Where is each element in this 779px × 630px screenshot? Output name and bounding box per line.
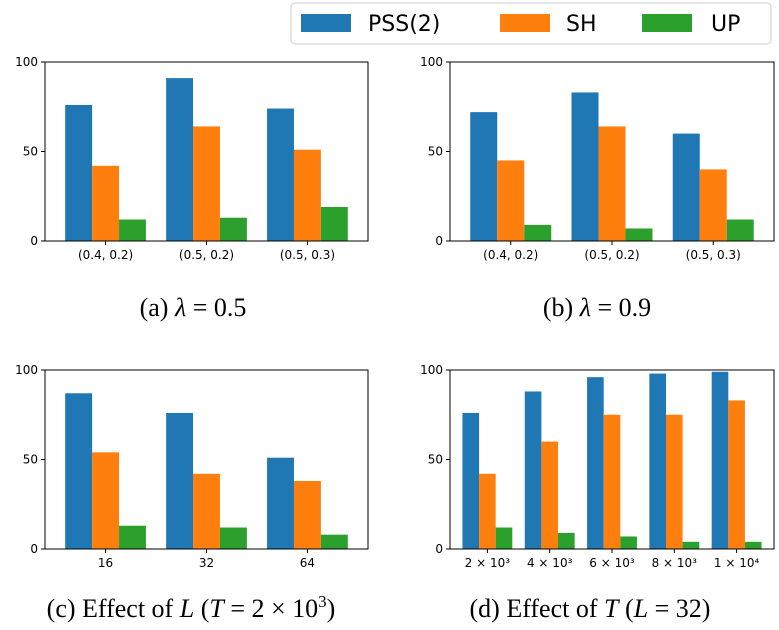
bar-a-pss2-1 — [166, 78, 194, 241]
bar-d-pss2-4 — [711, 371, 729, 549]
bar-a-up-1 — [219, 217, 247, 241]
ytick-label-d-0: 0 — [435, 542, 443, 556]
caption-a: (a) λ = 0.5 — [140, 293, 247, 322]
ytick-label-c-0: 0 — [30, 542, 38, 556]
ytick-label-d-2: 100 — [420, 363, 443, 377]
bar-d-sh-2 — [603, 414, 621, 549]
bar-b-sh-1 — [598, 126, 626, 241]
xtick-label-d-0: 2 × 10³ — [465, 556, 511, 570]
bar-b-pss2-2 — [672, 133, 700, 241]
ytick-label-a-2: 100 — [15, 55, 38, 69]
bar-c-sh-0 — [92, 452, 120, 549]
xtick-label-d-3: 8 × 10³ — [652, 556, 698, 570]
bar-d-sh-1 — [541, 441, 558, 549]
ytick-label-a-0: 0 — [30, 234, 38, 248]
legend-label-sh: SH — [566, 12, 597, 37]
xtick-label-d-2: 6 × 10³ — [589, 556, 635, 570]
ytick-label-a-1: 50 — [23, 145, 38, 159]
xtick-label-b-2: (0.5, 0.3) — [686, 248, 741, 262]
bar-a-sh-2 — [293, 149, 321, 241]
bar-b-sh-0 — [497, 160, 525, 241]
bar-d-up-3 — [682, 541, 700, 549]
bar-d-pss2-0 — [462, 412, 480, 549]
bar-b-up-2 — [726, 219, 754, 241]
bar-b-up-0 — [524, 224, 552, 241]
panel-d: 0 50 100 2 × 10³ 4 × 10³ 6 × 10³ 8 × 10³ 1 × 10… — [420, 363, 775, 570]
bar-c-sh-2 — [293, 480, 321, 549]
bar-a-up-0 — [119, 219, 146, 241]
xtick-label-c-0: 16 — [98, 556, 113, 570]
ytick-label-b-1: 50 — [428, 145, 443, 159]
legend-swatch-pss2 — [301, 14, 351, 32]
legend-label-up: UP — [711, 12, 740, 37]
bar-a-sh-0 — [92, 165, 120, 241]
bar-c-pss2-2 — [267, 457, 294, 549]
caption-d: (d) Effect of T (L = 32) — [470, 594, 711, 623]
bar-c-pss2-1 — [166, 412, 194, 549]
xtick-label-a-1: (0.5, 0.2) — [179, 248, 234, 262]
bar-c-up-2 — [320, 534, 348, 549]
legend-label-pss2: PSS(2) — [368, 12, 440, 37]
xtick-label-d-1: 4 × 10³ — [527, 556, 573, 570]
bar-c-pss2-0 — [65, 393, 93, 549]
ytick-label-c-2: 100 — [15, 363, 38, 377]
panel-b: 0 50 100 (0.4, 0.2) (0.5, 0.2) (0.5, 0.3) — [420, 55, 775, 262]
legend: PSS(2) SH UP — [290, 2, 772, 45]
bar-d-up-2 — [620, 536, 637, 549]
ytick-label-c-1: 50 — [23, 453, 38, 467]
bar-d-up-0 — [495, 527, 513, 549]
bar-b-up-1 — [625, 228, 653, 241]
bar-d-pss2-2 — [587, 377, 604, 549]
ytick-label-b-0: 0 — [435, 234, 443, 248]
bar-d-pss2-1 — [524, 391, 542, 549]
xtick-label-a-2: (0.5, 0.3) — [280, 248, 335, 262]
bar-a-pss2-0 — [65, 104, 93, 242]
legend-swatch-sh — [500, 14, 550, 32]
legend-swatch-up — [642, 14, 692, 32]
xtick-label-b-0: (0.4, 0.2) — [483, 248, 538, 262]
xtick-label-b-1: (0.5, 0.2) — [584, 248, 639, 262]
bar-d-sh-4 — [728, 400, 745, 549]
bar-b-pss2-1 — [571, 92, 599, 242]
bar-a-sh-1 — [193, 126, 220, 241]
caption-b: (b) λ = 0.9 — [543, 293, 651, 322]
bar-d-sh-0 — [479, 473, 496, 549]
panel-c: 0 50 100 16 32 64 — [15, 363, 369, 570]
panel-a: 0 50 100 (0.4, 0.2) (0.5, 0.2) (0.5, 0.3) — [15, 55, 369, 262]
bar-d-up-4 — [744, 541, 762, 549]
bar-d-up-1 — [558, 532, 575, 549]
ytick-label-b-2: 100 — [420, 55, 443, 69]
xtick-label-c-2: 64 — [300, 556, 315, 570]
ytick-label-d-1: 50 — [428, 453, 443, 467]
xtick-label-d-4: 1 × 10⁴ — [714, 556, 760, 570]
bar-a-up-2 — [320, 206, 348, 241]
bar-d-pss2-3 — [649, 373, 666, 549]
bar-b-sh-2 — [699, 169, 727, 241]
bar-c-up-1 — [219, 527, 247, 549]
xtick-label-c-1: 32 — [199, 556, 214, 570]
bar-b-pss2-0 — [470, 112, 498, 242]
bar-c-sh-1 — [193, 473, 220, 549]
bar-d-sh-3 — [666, 414, 683, 549]
bar-c-up-0 — [119, 525, 146, 549]
bar-a-pss2-2 — [267, 108, 294, 241]
caption-c: (c) Effect of L (T = 2 × 103) — [47, 592, 336, 623]
xtick-label-a-0: (0.4, 0.2) — [78, 248, 133, 262]
